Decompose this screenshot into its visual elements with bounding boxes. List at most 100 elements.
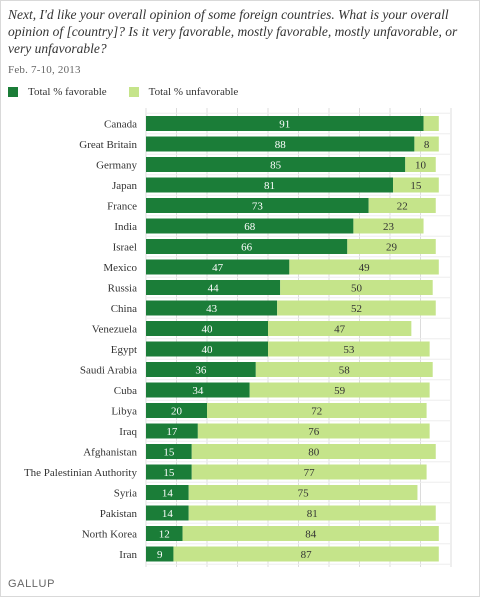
category-label: Egypt <box>111 344 137 356</box>
value-label-favorable: 14 <box>162 488 174 500</box>
value-label-favorable: 66 <box>241 242 253 254</box>
bar-unfavorable <box>347 239 436 254</box>
bar-favorable <box>146 116 424 131</box>
value-label-favorable: 91 <box>279 119 290 131</box>
legend-label-unfavorable: Total % unfavorable <box>148 86 239 98</box>
bar-favorable <box>146 198 369 213</box>
bar-unfavorable <box>197 423 430 439</box>
bar-favorable <box>146 300 278 316</box>
value-label-unfavorable: 75 <box>298 488 310 500</box>
gallup-logo: GALLUP <box>8 578 56 590</box>
value-label-favorable: 47 <box>212 262 224 274</box>
value-label-unfavorable: 22 <box>397 201 408 213</box>
value-label-favorable: 40 <box>202 344 214 356</box>
bar-favorable <box>146 403 207 418</box>
bar-unfavorable <box>393 177 439 193</box>
value-label-favorable: 34 <box>192 385 204 397</box>
value-label-favorable: 40 <box>202 324 214 336</box>
category-label: India <box>114 221 137 233</box>
value-label-unfavorable: 10 <box>415 160 427 172</box>
bar-favorable <box>146 526 183 541</box>
bar-unfavorable <box>353 218 424 234</box>
bar-favorable <box>146 280 281 295</box>
bar-favorable <box>146 444 192 459</box>
value-label-unfavorable: 29 <box>386 242 398 254</box>
legend-label-favorable: Total % favorable <box>28 86 107 98</box>
category-label: France <box>107 201 137 213</box>
value-label-favorable: 17 <box>166 426 178 438</box>
category-label: Mexico <box>103 262 137 274</box>
bar-favorable <box>146 177 394 193</box>
bar-favorable <box>146 546 174 562</box>
value-label-unfavorable: 15 <box>410 180 422 192</box>
value-label-favorable: 20 <box>171 406 183 418</box>
survey-date: Feb. 7-10, 2013 <box>8 64 81 76</box>
value-label-unfavorable: 84 <box>305 529 317 541</box>
bar-favorable <box>146 362 256 377</box>
bar-favorable <box>146 239 348 254</box>
bar-unfavorable <box>277 300 436 316</box>
legend: Total % favorable Total % unfavorable <box>8 85 260 99</box>
value-label-unfavorable: 77 <box>304 467 316 479</box>
bar-unfavorable <box>268 321 412 336</box>
value-label-unfavorable: 53 <box>343 344 355 356</box>
chart-title: Next, I'd like your overall opinion of s… <box>8 7 458 56</box>
bar-favorable <box>146 423 198 439</box>
category-label: Iraq <box>119 426 137 438</box>
value-label-favorable: 81 <box>264 180 275 192</box>
category-label: Russia <box>108 283 137 295</box>
bar-unfavorable <box>173 546 439 562</box>
bar-favorable <box>146 341 268 357</box>
bar-favorable <box>146 464 192 480</box>
bar-unfavorable <box>191 444 436 459</box>
bar-unfavorable <box>249 382 430 398</box>
value-label-favorable: 12 <box>159 529 170 541</box>
bar-unfavorable <box>188 485 418 500</box>
category-label: Venezuela <box>92 324 137 336</box>
bar-favorable <box>146 485 189 500</box>
value-label-favorable: 88 <box>275 139 287 151</box>
category-label: Libya <box>111 406 137 418</box>
value-label-favorable: 36 <box>195 365 207 377</box>
category-label: Iran <box>119 549 137 561</box>
bar-favorable <box>146 157 406 172</box>
value-label-favorable: 44 <box>208 283 220 295</box>
bar-unfavorable <box>207 403 427 418</box>
value-label-unfavorable: 76 <box>308 426 320 438</box>
value-label-unfavorable: 52 <box>351 303 362 315</box>
category-label: Afghanistan <box>83 447 137 459</box>
category-label: Japan <box>112 180 138 192</box>
value-label-unfavorable: 23 <box>383 221 395 233</box>
bar-favorable <box>146 218 354 234</box>
legend-item-unfavorable: Total % unfavorable <box>128 86 239 98</box>
category-label: North Korea <box>82 529 137 541</box>
bar-unfavorable <box>255 362 433 377</box>
bar-unfavorable <box>405 157 436 172</box>
category-label: Israel <box>113 242 137 254</box>
value-label-unfavorable: 72 <box>311 406 322 418</box>
category-label: Pakistan <box>100 508 138 520</box>
bar-unfavorable <box>268 341 430 357</box>
value-label-unfavorable: 80 <box>308 447 320 459</box>
category-label: Great Britain <box>79 139 137 151</box>
legend-swatch-unfavorable <box>128 87 139 97</box>
value-label-unfavorable: 87 <box>301 549 313 561</box>
bar-unfavorable <box>191 464 427 480</box>
value-label-unfavorable: 49 <box>359 262 371 274</box>
bar-unfavorable <box>182 526 439 541</box>
bar-unfavorable <box>188 505 436 521</box>
value-label-unfavorable: 50 <box>351 283 363 295</box>
category-label: Cuba <box>114 385 137 397</box>
category-label: China <box>111 303 137 315</box>
value-label-unfavorable: 8 <box>424 139 430 151</box>
category-label: Syria <box>114 488 137 500</box>
value-label-favorable: 85 <box>270 160 282 172</box>
value-label-favorable: 43 <box>206 303 218 315</box>
value-label-favorable: 9 <box>157 549 163 561</box>
value-label-favorable: 15 <box>163 447 175 459</box>
bar-unfavorable <box>368 198 436 213</box>
value-label-favorable: 15 <box>163 467 175 479</box>
bar-favorable <box>146 136 415 152</box>
value-label-favorable: 14 <box>162 508 174 520</box>
